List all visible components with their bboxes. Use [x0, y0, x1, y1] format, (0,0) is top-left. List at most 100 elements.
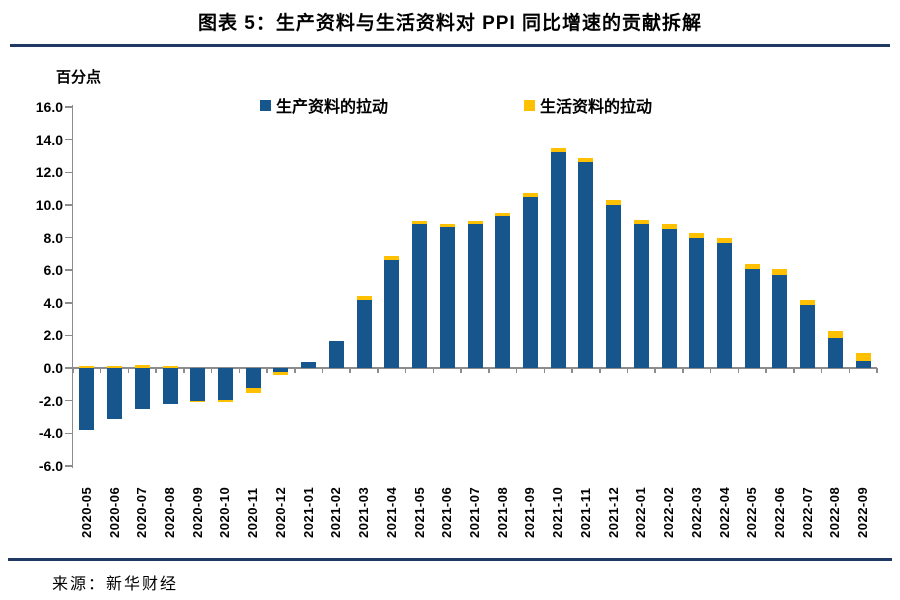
- x-axis-tick: [848, 368, 851, 374]
- x-axis-tick: [155, 368, 157, 374]
- x-axis-category-label: 2020-10: [217, 486, 233, 538]
- living-bar-segment: [217, 399, 233, 403]
- y-axis-tick: [65, 465, 72, 467]
- y-axis-tick: [65, 334, 72, 337]
- x-axis-category-label: 2020-09: [189, 486, 205, 538]
- y-axis-tick: [65, 171, 72, 174]
- living-bar-segment: [744, 263, 760, 269]
- living-bar-segment: [606, 200, 622, 205]
- x-axis-category-label: 2020-05: [78, 486, 94, 538]
- production-bar-segment: [800, 305, 816, 369]
- production-bar-segment: [744, 268, 760, 369]
- living-bar-segment: [162, 365, 178, 369]
- production-bar-segment: [217, 368, 233, 400]
- y-axis-tick: [65, 106, 72, 108]
- production-bar-segment: [661, 229, 677, 369]
- production-bar-segment: [522, 196, 538, 369]
- x-axis-tick: [99, 368, 102, 374]
- living-bar-segment: [356, 296, 372, 300]
- production-bar-segment: [356, 299, 372, 369]
- living-bar-segment: [467, 221, 483, 225]
- production-bar-segment: [134, 368, 150, 409]
- production-bar-segment: [495, 216, 511, 369]
- x-axis-category-label: 2021-03: [356, 486, 372, 538]
- living-bar-segment: [661, 224, 677, 230]
- x-axis-category-label: 2022-03: [688, 486, 704, 538]
- x-axis-tick: [765, 368, 767, 374]
- living-bar-segment: [384, 256, 400, 260]
- living-bar-segment: [190, 400, 206, 402]
- y-axis-unit-label: 百分点: [56, 69, 102, 86]
- x-axis-tick: [210, 368, 213, 374]
- x-axis-tick: [515, 368, 518, 374]
- production-bar-segment: [467, 224, 483, 369]
- y-axis-tick-label: 0.0: [43, 360, 63, 377]
- x-axis-category-label: 2021-06: [439, 486, 455, 538]
- x-axis-tick: [238, 368, 241, 374]
- production-bar-segment: [439, 226, 455, 369]
- production-bar-segment: [689, 238, 705, 369]
- x-axis-tick: [571, 368, 573, 374]
- production-bar-segment: [301, 362, 317, 369]
- x-axis-category-label: 2020-07: [134, 486, 150, 538]
- living-bar-segment: [827, 330, 843, 338]
- y-axis-tick-label: -4.0: [38, 425, 63, 442]
- x-axis-tick: [737, 368, 740, 374]
- x-axis-category-label: 2021-01: [300, 486, 316, 538]
- y-axis-tick-label: 2.0: [43, 327, 63, 344]
- x-axis-category-label: 2022-01: [633, 486, 649, 538]
- y-axis-tick: [65, 399, 72, 402]
- living-bar-segment: [273, 372, 289, 375]
- production-bar-segment: [412, 223, 428, 369]
- living-bar-segment: [134, 364, 150, 369]
- production-bar-segment: [79, 368, 95, 431]
- x-axis-category-label: 2022-08: [827, 486, 843, 538]
- x-axis-tick: [266, 368, 268, 374]
- living-bar-segment: [633, 219, 649, 225]
- x-axis-tick: [183, 368, 185, 374]
- living-bar-segment: [717, 237, 733, 244]
- x-axis-category-label: 2022-04: [716, 486, 732, 538]
- x-axis-tick: [349, 368, 351, 374]
- production-bar-segment: [328, 341, 344, 369]
- production-bar-segment: [190, 368, 206, 401]
- living-bar-segment: [855, 353, 871, 361]
- x-axis-tick: [377, 368, 379, 374]
- x-axis-category-label: 2021-11: [577, 487, 593, 539]
- production-bar-segment: [633, 224, 649, 369]
- x-axis-tick: [127, 368, 130, 374]
- x-axis-category-label: 2021-12: [605, 486, 621, 538]
- production-bar-segment: [245, 368, 261, 388]
- y-axis-tick-label: -6.0: [38, 458, 63, 474]
- living-bar-segment: [495, 213, 511, 217]
- y-axis-tick-label: -2.0: [38, 392, 63, 409]
- x-axis-category-label: 2022-05: [744, 486, 760, 538]
- x-axis-tick: [543, 368, 546, 374]
- living-bar-segment: [79, 366, 95, 369]
- x-axis-category-label: 2022-06: [771, 486, 787, 538]
- x-axis-category-label: 2021-04: [383, 486, 399, 538]
- x-axis-category-label: 2021-05: [411, 486, 427, 538]
- x-axis-category-label: 2022-07: [799, 486, 815, 538]
- living-bar-segment: [245, 387, 261, 393]
- footer-divider-line: [8, 558, 892, 561]
- production-bar-segment: [772, 275, 788, 369]
- x-axis-tick: [876, 368, 878, 374]
- y-axis-tick-label: 16.0: [35, 99, 63, 115]
- production-bar-segment: [384, 259, 400, 369]
- production-series-swatch-icon: [260, 99, 271, 111]
- x-axis-tick: [820, 368, 823, 374]
- production-bar-segment: [827, 337, 843, 369]
- y-axis-tick-label: 4.0: [43, 294, 63, 311]
- title-divider-line: [10, 44, 890, 47]
- living-bar-segment: [689, 232, 705, 239]
- legend-item-living: 生活资料的拉动: [524, 93, 652, 117]
- production-bar-segment: [273, 368, 289, 373]
- y-axis-line: [71, 105, 73, 468]
- x-axis-tick: [709, 368, 712, 374]
- living-bar-segment: [772, 268, 788, 276]
- x-axis-category-label: 2020-11: [245, 487, 261, 539]
- x-axis-tick: [72, 368, 74, 374]
